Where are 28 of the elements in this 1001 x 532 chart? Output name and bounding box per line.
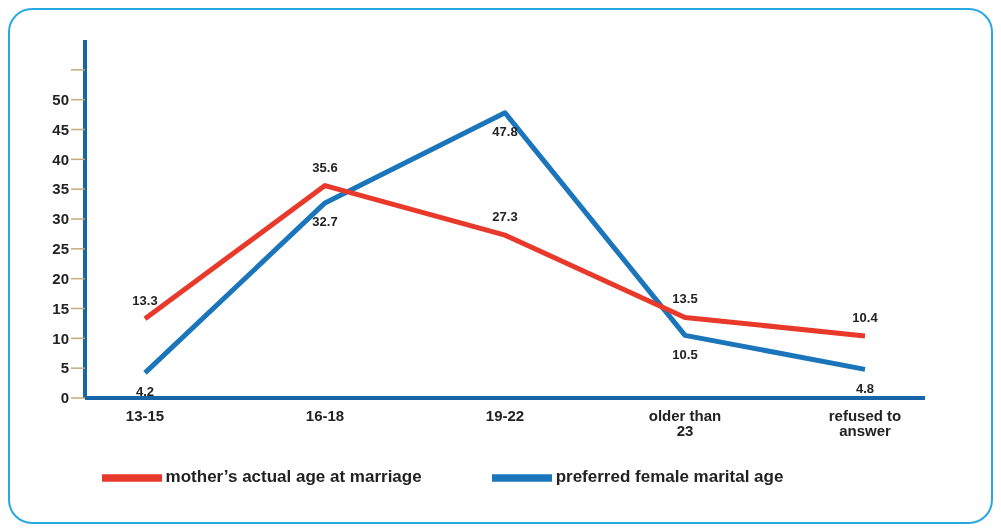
data-label: 4.2 [135,384,155,400]
data-label: 4.8 [855,380,875,396]
x-tick-label: older than 23 [648,406,722,439]
data-label: 32.7 [312,214,338,230]
data-label: 27.3 [492,209,518,225]
y-tick-label: 15 [52,299,69,317]
data-label: 10.4 [852,309,879,325]
x-tick-label: 16-18 [305,406,345,424]
legend-label: mother’s actual age at marriage [165,467,422,487]
data-label: 47.8 [492,124,518,140]
x-tick-label: 13-15 [125,406,165,424]
data-label: 13.5 [672,291,698,307]
x-tick-label: 19-22 [485,406,525,424]
y-tick-label: 35 [52,180,69,198]
data-label: 13.3 [132,292,158,308]
y-tick-label: 50 [52,90,69,108]
y-tick-label: 30 [52,210,69,228]
y-tick-label: 0 [60,389,69,407]
legend-label: preferred female marital age [555,467,784,487]
y-tick-label: 10 [52,329,69,347]
y-tick-label: 20 [52,269,69,287]
y-tick-label: 45 [52,120,69,138]
y-tick-label: 40 [52,150,69,168]
data-label: 35.6 [312,159,338,175]
data-label: 10.5 [672,346,698,362]
x-tick-label: refused to answer [828,406,902,439]
y-tick-label: 5 [60,359,69,377]
y-tick-label: 25 [52,240,69,258]
